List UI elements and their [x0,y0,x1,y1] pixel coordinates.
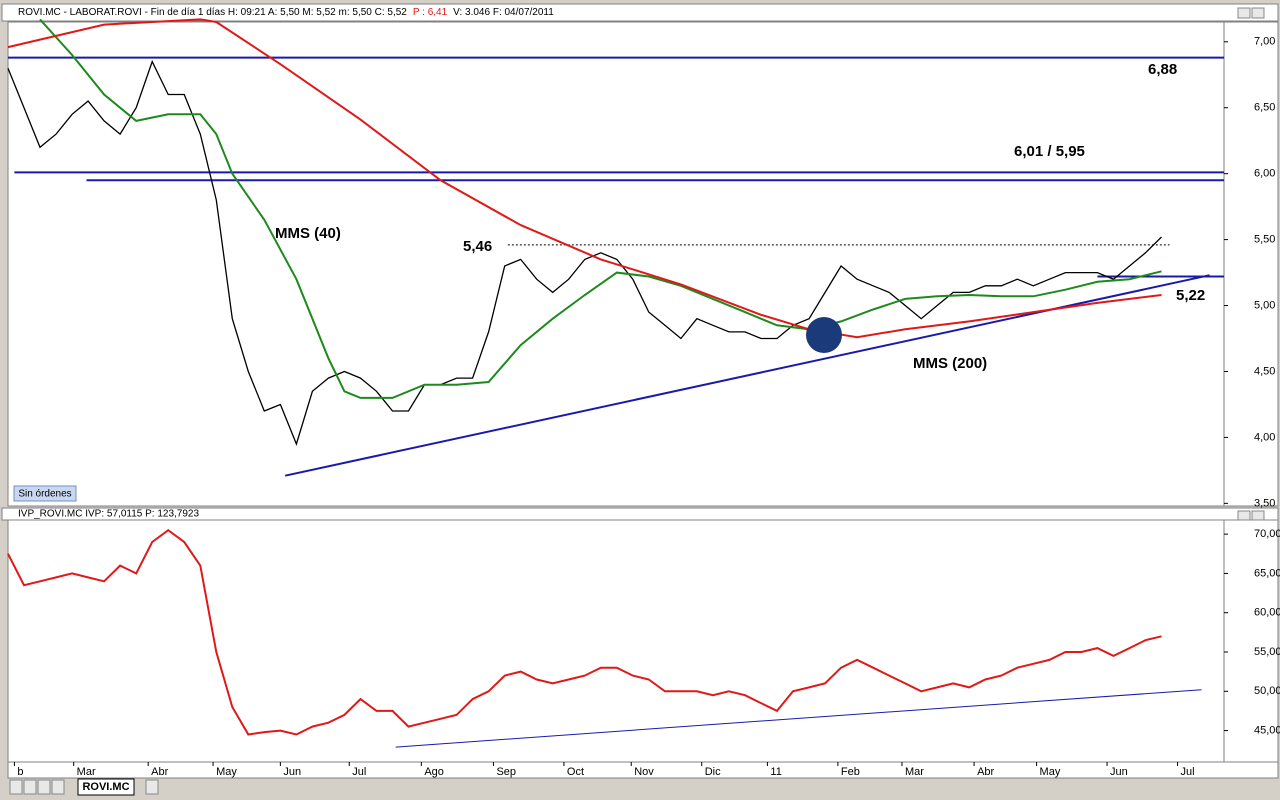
orders-button-label[interactable]: Sin órdenes [18,489,71,500]
x-tick-label: Sep [496,766,516,778]
y-tick-label: 4,50 [1254,365,1275,377]
header-p: P : 6,41 [413,7,448,18]
header-text: ROVI.MC - LABORAT.ROVI - Fin de día 1 dí… [18,7,554,18]
symbol-tab-label[interactable]: ROVI.MC [82,781,129,793]
y-tick-label: 5,00 [1254,299,1275,311]
time-axis [7,761,1279,779]
x-tick-label: Jun [283,766,301,778]
y-tick-label: 5,50 [1254,234,1275,246]
annotation: MMS (40) [275,225,341,242]
x-tick-label: Jul [352,766,366,778]
window-button[interactable] [1251,7,1265,19]
nav-button[interactable] [23,779,37,795]
x-tick-label: Mar [77,766,96,778]
header-main: ROVI.MC - LABORAT.ROVI - Fin de día 1 dí… [18,7,407,18]
x-tick-label: Feb [841,766,860,778]
level-label: 6,01 / 5,95 [1014,143,1085,160]
y-tick-label: 65,00 [1254,567,1280,579]
x-tick-label: Mar [905,766,924,778]
orders-button[interactable] [13,485,77,502]
level-label: 5,22 [1176,287,1205,304]
y-tick-label: 45,00 [1254,724,1280,736]
lower-header-bar [1,507,1279,521]
y-tick-label: 50,00 [1254,685,1280,697]
y-tick-label: 7,00 [1254,36,1275,48]
y-tick-label: 70,00 [1254,528,1280,540]
nav-buttons [9,779,159,795]
price-axis [1223,21,1279,507]
highlight [806,317,842,353]
x-tick-label: Ago [424,766,444,778]
x-tick-label: Nov [634,766,654,778]
y-tick-label: 3,50 [1254,497,1275,509]
nav-button[interactable] [9,779,23,795]
nav-button[interactable] [37,779,51,795]
level-label: 6,88 [1148,61,1177,78]
y-tick-label: 6,50 [1254,102,1275,114]
y-tick-label: 60,00 [1254,607,1280,619]
indicator-pane [7,519,1225,763]
lower-header-text: IVP_ROVI.MC IVP: 57,0115 P: 123,7923 [18,509,199,520]
x-tick-label: b [17,766,23,778]
x-tick-label: Oct [567,766,584,778]
indicator-axis [1223,519,1279,763]
header-bar [1,3,1279,22]
level-label: 5,46 [463,238,492,255]
x-tick-label: Abr [977,766,994,778]
x-tick-label: Abr [151,766,168,778]
symbol-tab[interactable] [77,778,135,796]
window-button[interactable] [1237,510,1251,521]
y-tick-label: 4,00 [1254,431,1275,443]
header-rest: V: 3.046 F: 04/07/2011 [453,7,554,18]
y-tick-label: 55,00 [1254,646,1280,658]
y-tick-label: 6,00 [1254,168,1275,180]
series-line [7,18,1162,339]
x-tick-label: Dic [705,766,721,778]
x-tick-label: 11 [770,766,781,778]
x-tick-label: Jul [1181,766,1195,778]
nav-button[interactable] [51,779,65,795]
x-tick-label: May [1040,766,1061,778]
x-tick-label: May [216,766,237,778]
trend-line [395,689,1202,748]
x-tick-label: Jun [1110,766,1128,778]
window-button[interactable] [1237,7,1251,19]
nav-button[interactable] [145,779,159,795]
series-line [7,528,1162,736]
annotation: MMS (200) [913,355,987,372]
window-button[interactable] [1251,510,1265,521]
series-line [7,59,1162,446]
series-line [39,18,1162,399]
